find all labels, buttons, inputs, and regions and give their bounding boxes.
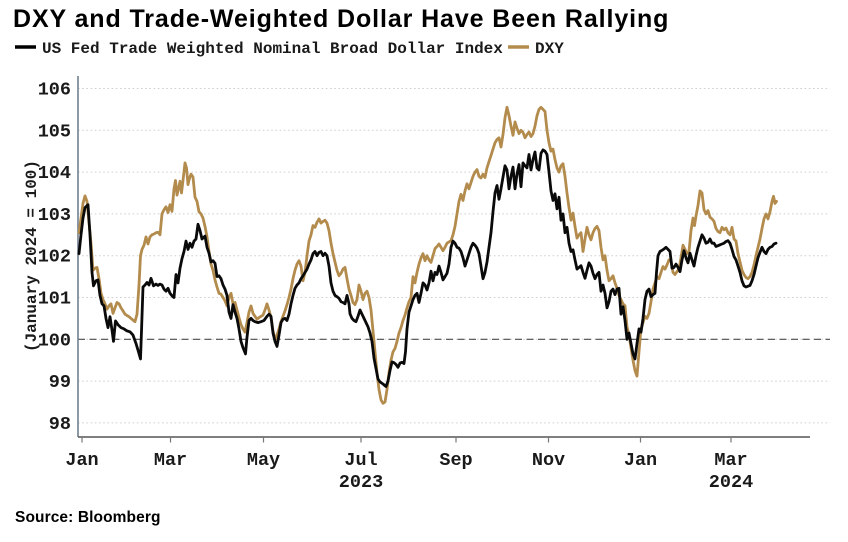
svg-text:100: 100 <box>38 330 71 351</box>
svg-text:104: 104 <box>38 163 71 184</box>
svg-text:Jan: Jan <box>624 450 657 471</box>
svg-text:US Fed Trade Weighted Nominal: US Fed Trade Weighted Nominal Broad Doll… <box>42 40 503 58</box>
svg-text:105: 105 <box>38 121 71 142</box>
svg-text:(January 2024 = 100): (January 2024 = 100) <box>23 160 41 352</box>
svg-text:Nov: Nov <box>532 450 565 471</box>
svg-text:Mar: Mar <box>714 450 747 471</box>
svg-text:2024: 2024 <box>709 472 753 493</box>
svg-text:99: 99 <box>49 372 71 393</box>
svg-text:103: 103 <box>38 205 71 226</box>
svg-text:DXY and Trade-Weighted Dollar: DXY and Trade-Weighted Dollar Have Been … <box>13 5 669 33</box>
svg-text:Sep: Sep <box>439 450 472 471</box>
svg-text:98: 98 <box>49 414 71 435</box>
svg-text:May: May <box>247 450 280 471</box>
svg-text:101: 101 <box>38 289 71 310</box>
svg-text:2023: 2023 <box>339 472 383 493</box>
svg-text:Jan: Jan <box>65 450 98 471</box>
svg-text:106: 106 <box>38 80 71 101</box>
svg-text:Jul: Jul <box>344 450 377 471</box>
svg-text:102: 102 <box>38 247 71 268</box>
svg-text:Source: Bloomberg: Source: Bloomberg <box>15 509 161 526</box>
svg-text:DXY: DXY <box>535 40 564 58</box>
svg-text:Mar: Mar <box>154 450 187 471</box>
